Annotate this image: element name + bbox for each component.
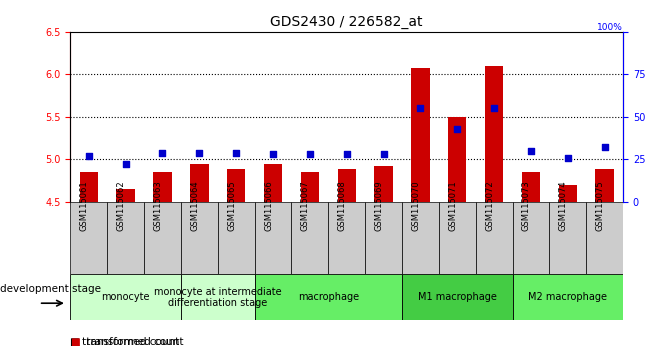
Bar bbox=[144, 202, 181, 274]
Text: GSM115070: GSM115070 bbox=[411, 180, 421, 231]
Bar bbox=[107, 202, 144, 274]
Bar bbox=[181, 274, 255, 320]
Text: development stage: development stage bbox=[0, 284, 101, 293]
Bar bbox=[301, 172, 319, 202]
Point bbox=[452, 126, 462, 132]
Point bbox=[488, 105, 499, 111]
Text: GSM115061: GSM115061 bbox=[80, 180, 88, 231]
Point bbox=[525, 148, 536, 154]
Text: GSM115069: GSM115069 bbox=[375, 180, 383, 231]
Bar bbox=[411, 68, 429, 202]
Bar bbox=[117, 189, 135, 202]
Point bbox=[304, 152, 315, 157]
Point bbox=[157, 150, 168, 155]
Text: GSM115065: GSM115065 bbox=[227, 180, 237, 231]
Point bbox=[83, 153, 94, 159]
Text: monocyte: monocyte bbox=[101, 292, 150, 302]
Text: macrophage: macrophage bbox=[297, 292, 359, 302]
Point bbox=[120, 161, 131, 167]
Bar bbox=[439, 202, 476, 274]
Bar bbox=[513, 202, 549, 274]
Text: 100%: 100% bbox=[597, 23, 623, 32]
Text: GSM115066: GSM115066 bbox=[264, 180, 273, 231]
Bar bbox=[365, 202, 402, 274]
Point bbox=[194, 150, 205, 155]
Text: GSM115071: GSM115071 bbox=[448, 180, 457, 231]
Text: M2 macrophage: M2 macrophage bbox=[529, 292, 607, 302]
Bar bbox=[255, 274, 402, 320]
Point bbox=[267, 152, 279, 157]
Bar bbox=[255, 202, 291, 274]
Text: ■: ■ bbox=[70, 337, 80, 347]
Bar bbox=[264, 164, 282, 202]
Bar bbox=[338, 170, 356, 202]
Bar bbox=[485, 66, 503, 202]
Bar bbox=[80, 172, 98, 202]
Text: M1 macrophage: M1 macrophage bbox=[418, 292, 496, 302]
Bar bbox=[559, 185, 577, 202]
Bar bbox=[375, 166, 393, 202]
Text: GSM115063: GSM115063 bbox=[153, 180, 162, 231]
Text: GSM115064: GSM115064 bbox=[190, 180, 200, 231]
Text: GSM115074: GSM115074 bbox=[559, 180, 568, 231]
Point bbox=[230, 150, 241, 155]
Bar bbox=[190, 164, 208, 202]
Bar bbox=[586, 202, 623, 274]
Text: GSM115073: GSM115073 bbox=[522, 180, 531, 231]
Text: ■  transformed count: ■ transformed count bbox=[70, 337, 184, 347]
Bar bbox=[596, 170, 614, 202]
Bar bbox=[402, 274, 513, 320]
Title: GDS2430 / 226582_at: GDS2430 / 226582_at bbox=[271, 16, 423, 29]
Bar bbox=[218, 202, 255, 274]
Bar bbox=[513, 274, 623, 320]
Bar bbox=[522, 172, 540, 202]
Point bbox=[562, 155, 573, 160]
Point bbox=[378, 152, 389, 157]
Text: GSM115068: GSM115068 bbox=[338, 180, 347, 231]
Bar bbox=[70, 274, 181, 320]
Bar bbox=[328, 202, 365, 274]
Text: GSM115075: GSM115075 bbox=[596, 180, 604, 231]
Point bbox=[415, 105, 426, 111]
Bar bbox=[291, 202, 328, 274]
Text: GSM115062: GSM115062 bbox=[117, 180, 126, 231]
Bar bbox=[476, 202, 513, 274]
Text: monocyte at intermediate
differentiation stage: monocyte at intermediate differentiation… bbox=[154, 286, 281, 308]
Bar bbox=[227, 170, 245, 202]
Bar bbox=[402, 202, 439, 274]
Bar bbox=[70, 202, 107, 274]
Text: GSM115067: GSM115067 bbox=[301, 180, 310, 231]
Bar bbox=[549, 202, 586, 274]
Point bbox=[341, 152, 352, 157]
Point bbox=[599, 144, 610, 150]
Bar bbox=[153, 172, 172, 202]
Bar bbox=[181, 202, 218, 274]
Text: transformed count: transformed count bbox=[82, 337, 180, 347]
Text: GSM115072: GSM115072 bbox=[485, 180, 494, 231]
Bar bbox=[448, 117, 466, 202]
